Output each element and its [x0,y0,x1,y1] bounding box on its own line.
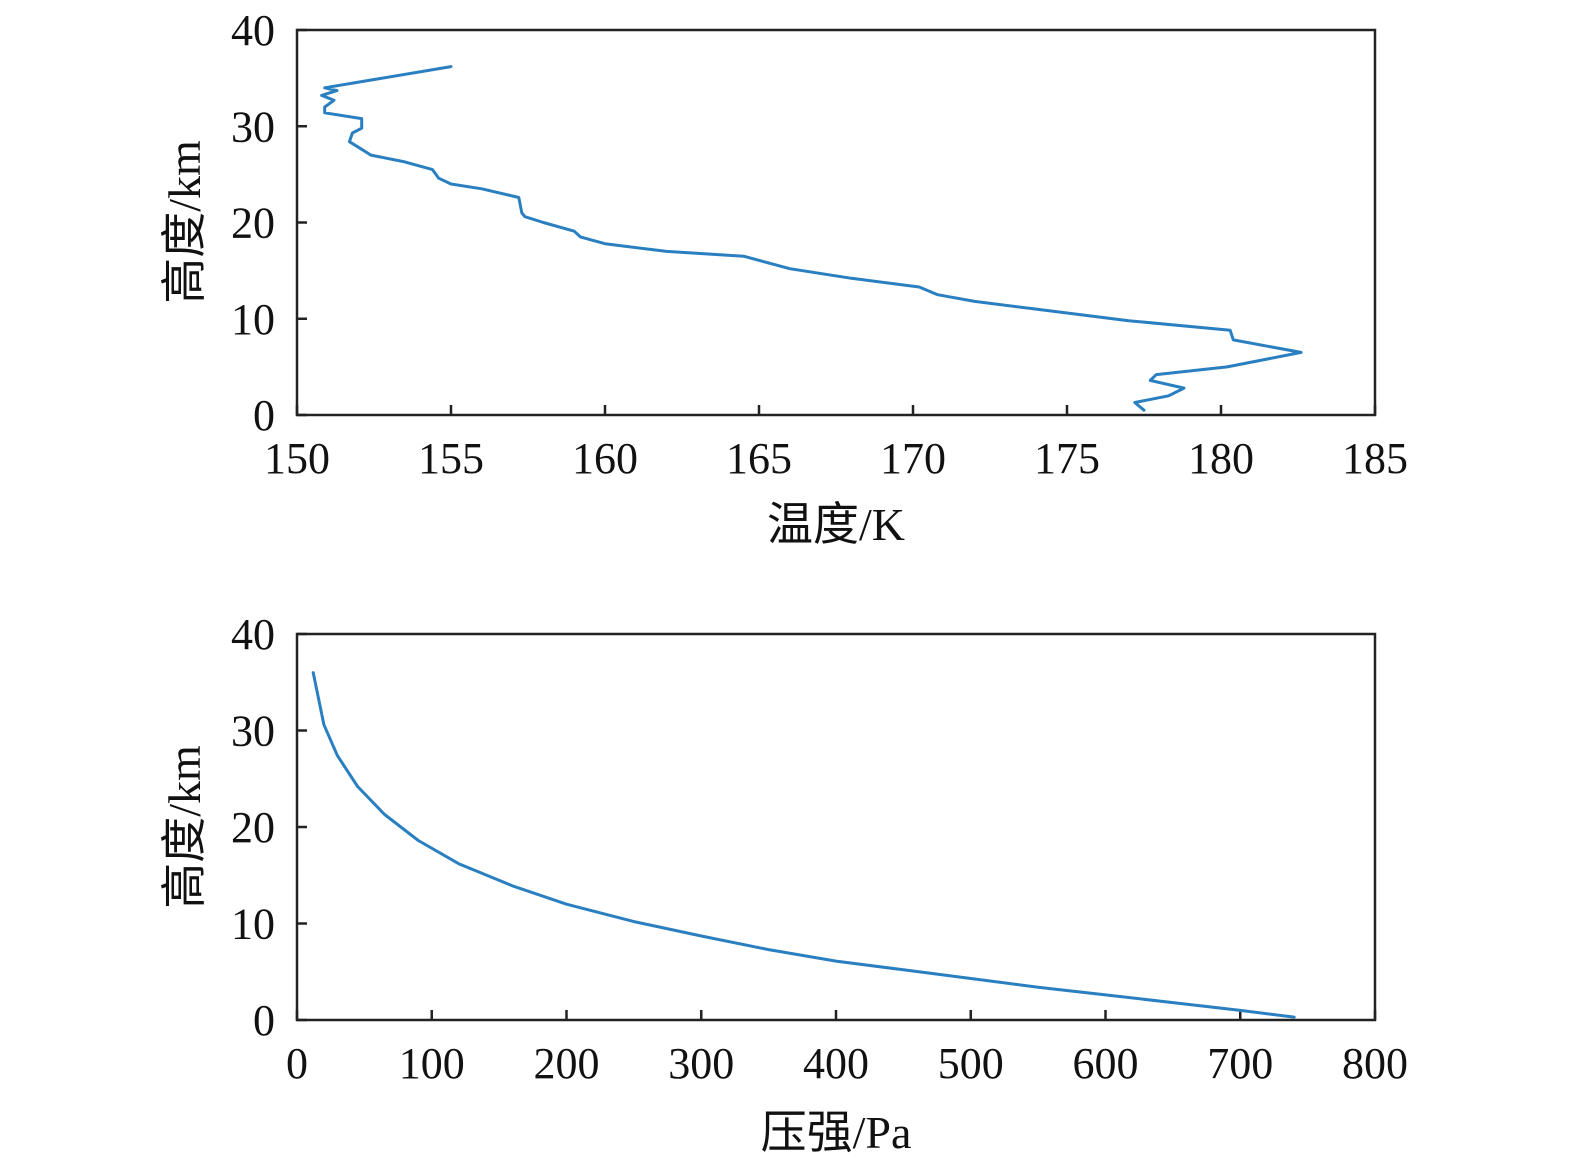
temperature-y-tick-label: 30 [231,102,275,151]
temperature-y-axis-label: 高度/km [159,140,210,304]
temperature-x-tick-label: 150 [264,434,330,483]
pressure-y-tick-label: 10 [231,900,275,949]
pressure-x-tick-label: 800 [1342,1039,1408,1088]
pressure-y-tick-label: 30 [231,707,275,756]
temperature-x-tick-label: 160 [572,434,638,483]
pressure-y-tick-label: 40 [231,610,275,659]
temperature-plot-frame [295,28,1377,417]
pressure-y-tick-label: 0 [253,996,275,1045]
pressure-x-tick-label: 500 [938,1039,1004,1088]
pressure-y-axis-label: 高度/km [159,745,210,909]
pressure-x-tick-label: 700 [1207,1039,1273,1088]
temperature-x-tick-label: 175 [1034,434,1100,483]
pressure-x-tick-label: 300 [668,1039,734,1088]
pressure-panel: 0 100 200 300 400 500 600 700 800 0 10 20 30 40 压强/Pa 高… [159,610,1408,1158]
temperature-y-tick-label: 0 [253,391,275,440]
temperature-y-tick-label: 40 [231,6,275,55]
temperature-x-tick-label: 185 [1342,434,1408,483]
temperature-x-tick-label: 155 [418,434,484,483]
pressure-x-tick-label: 400 [803,1039,869,1088]
temperature-y-tick-label: 20 [231,199,275,248]
temperature-y-tick-label: 10 [231,295,275,344]
temperature-panel: 150 155 160 165 170 175 180 185 0 10 20 30 40 温度/K 高度/… [159,6,1408,550]
temperature-x-tick-label: 170 [880,434,946,483]
pressure-x-tick-label: 0 [286,1039,308,1088]
temperature-x-axis-label: 温度/K [767,499,905,550]
pressure-y-tick-label: 20 [231,803,275,852]
pressure-x-tick-label: 200 [534,1039,600,1088]
temperature-x-tick-label: 165 [726,434,792,483]
temperature-series-line [320,65,1303,412]
pressure-x-tick-label: 100 [399,1039,465,1088]
pressure-series-line [311,671,1296,1019]
pressure-x-tick-label: 600 [1073,1039,1139,1088]
pressure-x-axis-label: 压强/Pa [761,1107,912,1158]
temperature-x-tick-label: 180 [1188,434,1254,483]
